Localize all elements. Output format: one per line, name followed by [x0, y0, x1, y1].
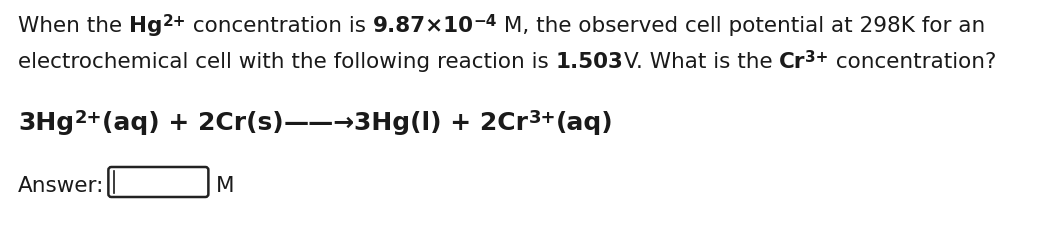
Text: (aq) + 2Cr(s): (aq) + 2Cr(s): [101, 111, 284, 135]
Text: 2+: 2+: [162, 14, 186, 29]
Text: 1.503: 1.503: [555, 52, 624, 72]
Text: 9.87×10: 9.87×10: [373, 16, 473, 36]
Text: electrochemical cell with the following reaction is: electrochemical cell with the following …: [18, 52, 555, 72]
Text: Answer:: Answer:: [18, 176, 104, 196]
Text: ——→: ——→: [284, 111, 354, 135]
Text: (aq): (aq): [557, 111, 613, 135]
Text: M: M: [215, 176, 234, 196]
Text: V. What is the: V. What is the: [624, 52, 779, 72]
Text: When the: When the: [18, 16, 129, 36]
Text: 3Hg(l) + 2Cr: 3Hg(l) + 2Cr: [354, 111, 528, 135]
FancyBboxPatch shape: [109, 167, 209, 197]
Text: Hg: Hg: [129, 16, 162, 36]
Text: 3Hg: 3Hg: [18, 111, 74, 135]
Text: concentration is: concentration is: [186, 16, 373, 36]
Text: 3+: 3+: [805, 50, 828, 65]
Text: Cr: Cr: [779, 52, 805, 72]
Text: 3+: 3+: [528, 109, 557, 127]
Text: M, the observed cell potential at 298K for an: M, the observed cell potential at 298K f…: [497, 16, 985, 36]
Text: 2+: 2+: [74, 109, 101, 127]
Text: −4: −4: [473, 14, 497, 29]
Text: concentration?: concentration?: [828, 52, 996, 72]
